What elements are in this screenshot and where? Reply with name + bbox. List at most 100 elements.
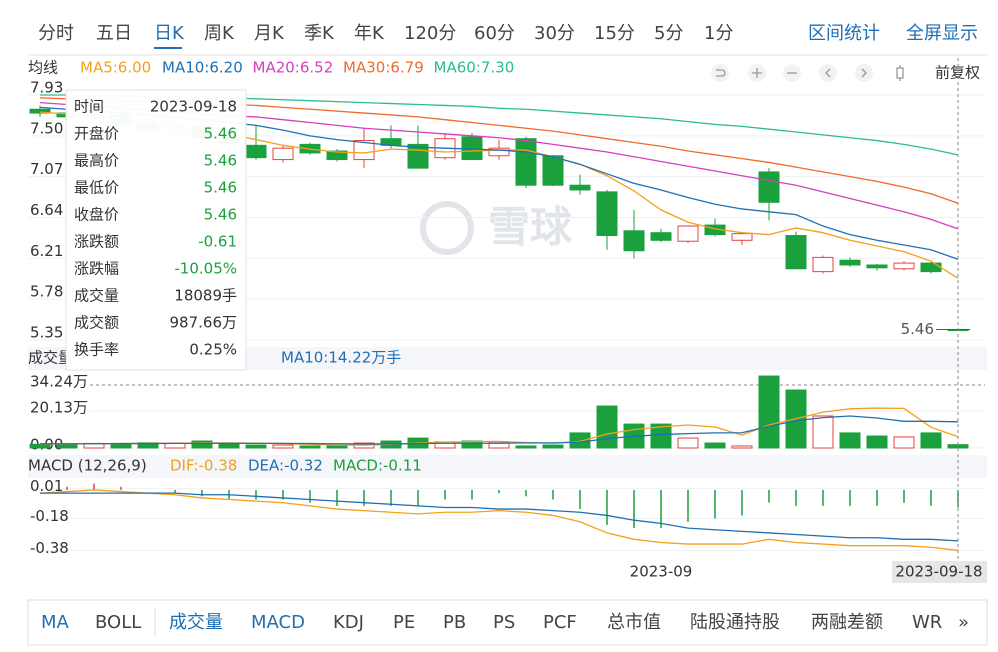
watermark-logo	[420, 201, 474, 255]
indicator-tab[interactable]: 成交量	[169, 612, 223, 633]
legend-entry: DIF:-0.38	[170, 457, 237, 475]
x-tick-label: 2023-09-18	[895, 563, 982, 581]
period-tab[interactable]: 五日	[96, 23, 132, 44]
indicator-tab[interactable]: WR	[912, 612, 942, 633]
candle-body	[839, 259, 861, 266]
period-tab[interactable]: 5分	[654, 23, 683, 44]
candle-body	[569, 184, 591, 191]
volume-bar	[29, 443, 51, 449]
indicator-tab[interactable]: »	[958, 612, 969, 633]
period-tab[interactable]: 月K	[254, 23, 285, 44]
adjust-mode[interactable]: 前复权	[935, 64, 980, 82]
period-tab[interactable]: 15分	[594, 23, 635, 44]
volume-legend-band	[28, 347, 987, 370]
y-tick-label: -0.38	[30, 539, 69, 557]
tooltip-label: 最低价	[74, 179, 119, 197]
period-tab[interactable]: 季K	[304, 23, 335, 44]
bottom-bar	[27, 599, 988, 646]
watermark: 雪球	[420, 201, 573, 255]
period-tab[interactable]: 年K	[354, 23, 385, 44]
candle-body	[272, 147, 294, 161]
volume-bar	[191, 440, 213, 449]
period-tab[interactable]: 60分	[474, 23, 515, 44]
volume-bar	[731, 445, 753, 449]
period-tab[interactable]: 1分	[704, 23, 733, 44]
tool-zoom-in-icon	[752, 68, 762, 78]
tooltip-value: -10.05%	[174, 260, 237, 278]
macd-legend-band	[28, 455, 987, 478]
volume-bar	[245, 444, 267, 449]
tooltip-value: 987.66万	[170, 314, 238, 332]
candle-body	[677, 225, 699, 242]
indicator-tab[interactable]: 陆股通持股	[690, 612, 780, 633]
volume-bar	[920, 432, 942, 449]
candle-body	[785, 235, 807, 270]
tooltip-label: 收盘价	[74, 206, 119, 224]
legend-entry: DEA:-0.32	[248, 457, 323, 475]
macd-line	[39, 489, 959, 552]
legend-entry: MA60:7.30	[434, 59, 515, 77]
candle-body	[758, 171, 780, 203]
tooltip-value: 5.46	[204, 152, 237, 170]
tool-left-icon	[825, 68, 831, 78]
indicator-tab[interactable]: 两融差额	[811, 612, 883, 633]
last-price-label: 5.46	[901, 320, 934, 338]
indicator-tab[interactable]: BOLL	[95, 612, 141, 633]
volume-bar	[272, 444, 294, 449]
period-tab[interactable]: 周K	[204, 23, 235, 44]
volume-bar	[515, 445, 537, 449]
volume-bar	[218, 442, 240, 449]
period-tab[interactable]: 分时	[38, 23, 74, 44]
y-tick-label: 34.24万	[30, 372, 88, 390]
volume-bar	[299, 445, 321, 449]
tool-link[interactable]: 全屏显示	[906, 23, 978, 44]
tool-right-icon	[861, 68, 867, 78]
crosshair-label-bg	[892, 561, 987, 583]
tooltip-label: 成交额	[74, 314, 119, 332]
tool-left[interactable]	[819, 64, 837, 82]
indicator-tab[interactable]: MACD	[251, 612, 305, 633]
active-tab-underline	[154, 47, 182, 49]
volume-bar	[812, 415, 834, 449]
candle-body	[866, 264, 888, 269]
candle-body	[542, 155, 564, 186]
legend-entry: MA5:6.00	[80, 59, 151, 77]
indicator-tab[interactable]: KDJ	[333, 612, 364, 633]
volume-bar	[110, 443, 132, 449]
indicator-tab[interactable]: MA	[41, 612, 70, 633]
y-tick-label: 7.50	[30, 119, 63, 137]
legend-entry: MA10:14.22万手	[281, 349, 401, 367]
tool-right[interactable]	[855, 64, 873, 82]
volume-bar	[650, 423, 672, 449]
candle-body	[488, 147, 510, 157]
toolbar	[711, 64, 904, 82]
volume-ma-line	[40, 415, 959, 445]
legend-entry: MA20:6.52	[253, 59, 334, 77]
indicator-tab[interactable]: PE	[393, 612, 415, 633]
candle-body	[650, 232, 672, 241]
indicator-tab[interactable]: PB	[443, 612, 466, 633]
tooltip-box	[65, 89, 247, 371]
volume-bar	[569, 432, 591, 449]
period-tab[interactable]: 120分	[404, 23, 456, 44]
candle-body	[326, 150, 348, 161]
tooltip-label: 成交量	[74, 287, 119, 305]
tool-reset[interactable]	[711, 64, 729, 82]
indicator-tab[interactable]: PS	[493, 612, 515, 633]
candle-body	[596, 191, 618, 237]
y-tick-label: 5.35	[30, 324, 63, 342]
volume-bar	[704, 442, 726, 449]
y-tick-label: 7.93	[30, 79, 63, 97]
tooltip-label: 开盘价	[74, 125, 119, 143]
indicator-tab[interactable]: 总市值	[607, 612, 661, 633]
period-tab[interactable]: 30分	[534, 23, 575, 44]
indicator-tab[interactable]: PCF	[543, 612, 577, 633]
period-tab[interactable]: 日K	[154, 23, 185, 44]
y-tick-label: 6.21	[30, 242, 63, 260]
y-tick-label: 7.07	[30, 160, 63, 178]
volume-bar	[596, 405, 618, 449]
tool-link[interactable]: 区间统计	[808, 23, 880, 44]
tool-candle-icon[interactable]	[896, 65, 904, 81]
volume-bar	[839, 432, 861, 449]
